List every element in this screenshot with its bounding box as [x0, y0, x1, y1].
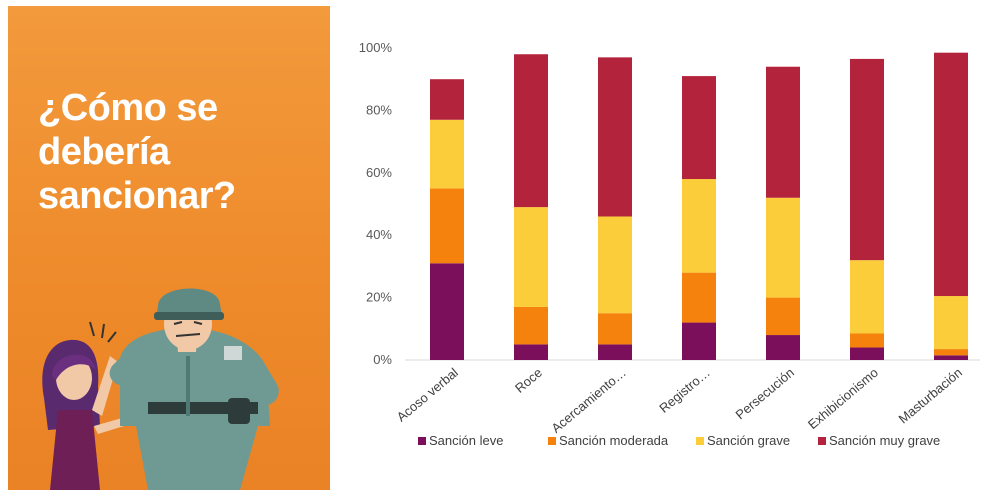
legend-label: Sanción grave	[707, 433, 790, 448]
bar-segment	[934, 296, 968, 350]
x-tick-label: Registro…	[656, 365, 713, 416]
y-tick-label: 100%	[359, 40, 393, 55]
bar-segment	[514, 344, 548, 360]
bar-segment	[598, 344, 632, 360]
bar-segment	[850, 333, 884, 348]
bar-segment	[934, 52, 968, 297]
bar-segment	[430, 188, 464, 264]
bar-segment	[682, 179, 716, 273]
legend-label: Sanción muy grave	[829, 433, 940, 448]
bar-segment	[430, 119, 464, 189]
bar-segment	[850, 260, 884, 334]
police-officer-illustration	[42, 288, 279, 490]
legend-label: Sanción leve	[429, 433, 503, 448]
bar-segment	[850, 347, 884, 360]
officer-figure	[109, 288, 279, 490]
x-tick-label: Exhibicionismo	[805, 365, 881, 432]
bar-segment	[850, 58, 884, 261]
bar-segment	[598, 313, 632, 345]
title-line-3: sancionar?	[38, 175, 236, 217]
x-tick-label: Acercamiento…	[548, 365, 628, 436]
legend-swatch	[548, 437, 556, 445]
x-tick-label: Masturbación	[895, 365, 964, 427]
legend: Sanción leve Sanción moderada Sanción grav…	[418, 433, 940, 448]
bar-segment	[514, 306, 548, 345]
y-tick-label: 0%	[373, 352, 392, 367]
bar-segment	[514, 54, 548, 208]
x-axis-labels: Acoso verbal Roce Acercamiento… Registro… Pe…	[394, 365, 965, 436]
title-line-1: ¿Cómo se	[38, 87, 218, 129]
bar-segment	[514, 207, 548, 307]
title-panel: ¿Cómo se debería sancionar?	[8, 6, 330, 490]
bar-segment	[934, 355, 968, 360]
y-tick-label: 60%	[366, 165, 392, 180]
bar-segment	[430, 79, 464, 120]
stacked-bar-chart: 0% 20% 40% 60% 80% 100% Acoso verbal Roce Acerc…	[359, 40, 980, 448]
bars-group	[430, 52, 968, 360]
bar-segment	[934, 349, 968, 356]
bar-segment	[682, 322, 716, 360]
legend-swatch	[418, 437, 426, 445]
title-line-2: debería	[38, 131, 170, 173]
y-tick-label: 20%	[366, 290, 392, 305]
girl-figure	[42, 321, 124, 490]
bar-segment	[766, 66, 800, 198]
bar-segment	[766, 335, 800, 360]
x-tick-label: Acoso verbal	[394, 365, 461, 425]
x-tick-label: Persecución	[732, 365, 796, 422]
legend-label: Sanción moderada	[559, 433, 669, 448]
bar-segment	[682, 272, 716, 323]
bar-segment	[766, 197, 800, 298]
y-axis: 0% 20% 40% 60% 80% 100%	[359, 40, 393, 367]
panel-title: ¿Cómo se debería sancionar?	[38, 86, 236, 218]
bar-segment	[682, 76, 716, 180]
y-tick-label: 40%	[366, 227, 392, 242]
x-tick-label: Roce	[512, 365, 545, 396]
legend-swatch	[818, 437, 826, 445]
bar-segment	[598, 216, 632, 314]
bar-segment	[430, 263, 464, 360]
bar-segment	[598, 57, 632, 217]
bar-segment	[766, 297, 800, 336]
y-tick-label: 80%	[366, 102, 392, 117]
legend-swatch	[696, 437, 704, 445]
